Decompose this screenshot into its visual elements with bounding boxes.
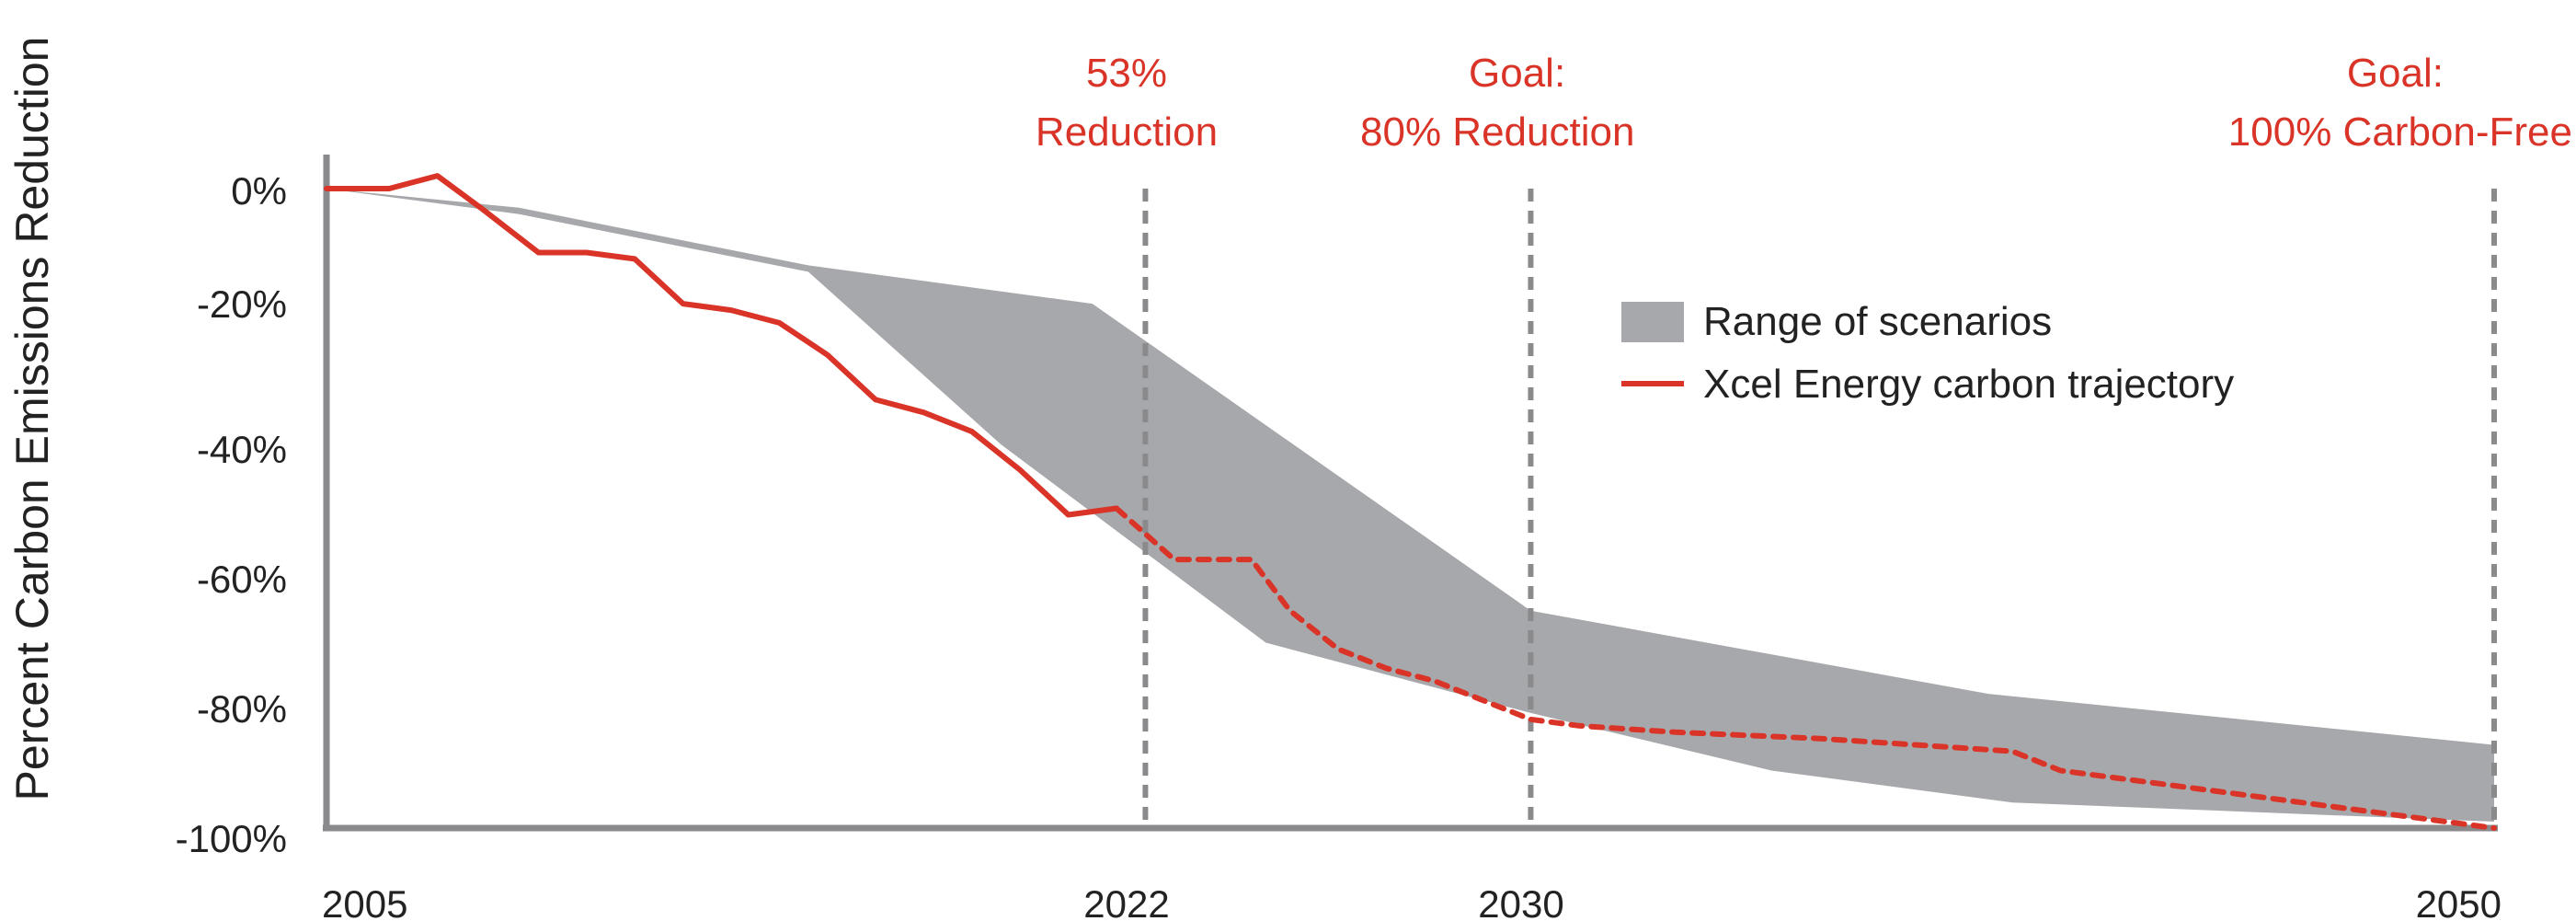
- x-tick-label: 2022: [1083, 882, 1169, 921]
- y-tick-label: -100%: [176, 817, 287, 860]
- y-tick-label: -40%: [197, 428, 287, 471]
- x-tick-label: 2030: [1478, 882, 1563, 921]
- trajectory-line-projected: [1114, 505, 2497, 831]
- x-tick-label: 2050: [2416, 882, 2502, 921]
- legend-swatch-range: [1621, 302, 1684, 342]
- y-tick-label: -20%: [197, 282, 287, 326]
- annotation-2030-line2: 80% Reduction: [1360, 109, 1634, 155]
- annotation-2030-line1: Goal:: [1469, 51, 1565, 96]
- annotation-2022-line2: Reduction: [1036, 109, 1218, 155]
- trajectory-line-actual: [324, 173, 1119, 518]
- range-band: [326, 189, 2494, 822]
- annotation-2050-line2: 100% Carbon-Free: [2228, 109, 2572, 155]
- legend: Range of scenarios Xcel Energy carbon tr…: [1621, 299, 2234, 407]
- annotation-2022-line1: 53%: [1086, 51, 1167, 96]
- y-tick-label: 0%: [231, 169, 287, 213]
- legend-label-trajectory: Xcel Energy carbon trajectory: [1703, 362, 2234, 407]
- plot-area: [323, 155, 2498, 832]
- y-tick-label: -60%: [197, 558, 287, 601]
- y-tick-label: -80%: [197, 687, 287, 731]
- y-axis-title: Percent Carbon Emissions Reduction: [6, 37, 58, 801]
- x-tick-label: 2005: [322, 882, 407, 921]
- annotation-2050-line1: Goal:: [2347, 51, 2444, 96]
- legend-label-range: Range of scenarios: [1703, 299, 2052, 344]
